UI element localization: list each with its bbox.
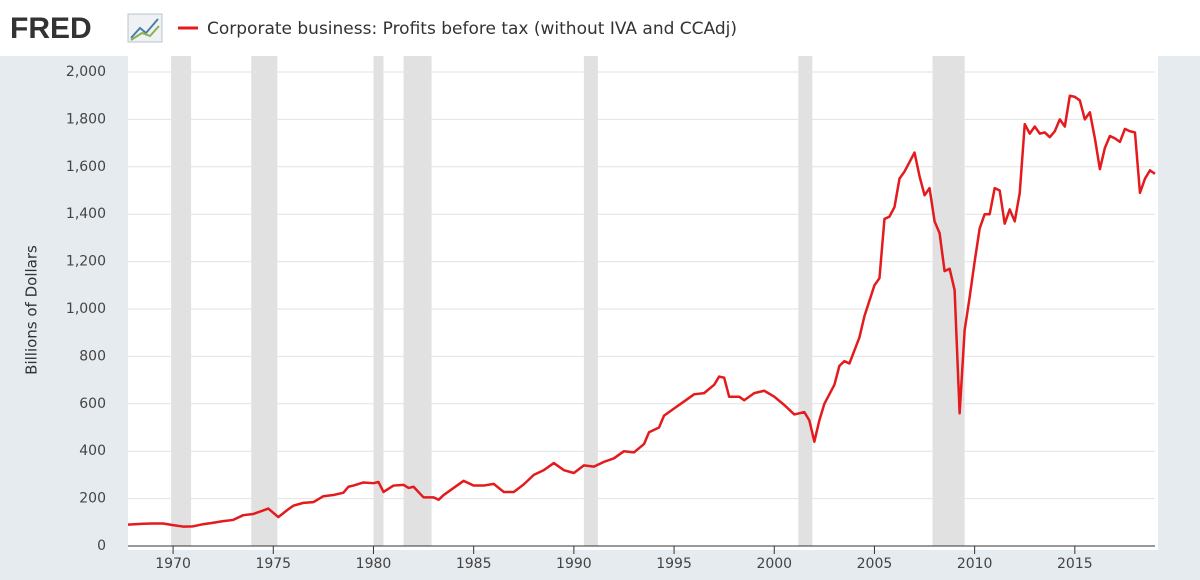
y-axis-label: Billions of Dollars bbox=[23, 245, 41, 375]
y-tick-label: 800 bbox=[79, 348, 106, 364]
header-bg bbox=[0, 0, 1200, 56]
x-tick-label: 1970 bbox=[155, 556, 191, 572]
x-tick-label: 2015 bbox=[1057, 556, 1093, 572]
logo: FRED bbox=[10, 12, 92, 45]
x-tick-label: 2005 bbox=[857, 556, 893, 572]
y-tick-label: 1,400 bbox=[66, 206, 106, 222]
recession-band bbox=[583, 56, 598, 546]
y-tick-label: 600 bbox=[79, 396, 106, 412]
recession-band bbox=[251, 56, 278, 546]
y-tick-label: 1,200 bbox=[66, 254, 106, 270]
recession-band bbox=[403, 56, 432, 546]
x-tick-label: 2000 bbox=[756, 556, 792, 572]
recession-band bbox=[932, 56, 965, 546]
x-tick-label: 1980 bbox=[356, 556, 392, 572]
recession-band bbox=[373, 56, 384, 546]
logo-icon bbox=[127, 13, 163, 43]
x-tick-label: 1985 bbox=[456, 556, 492, 572]
recession-band bbox=[798, 56, 813, 546]
y-tick-label: 1,000 bbox=[66, 301, 106, 317]
recession-band bbox=[171, 56, 192, 546]
x-tick-label: 1990 bbox=[556, 556, 592, 572]
y-tick-label: 200 bbox=[79, 491, 106, 507]
y-tick-label: 0 bbox=[97, 538, 106, 554]
y-tick-label: 1,600 bbox=[66, 159, 106, 175]
x-tick-label: 1995 bbox=[656, 556, 692, 572]
legend-label: Corporate business: Profits before tax (… bbox=[207, 19, 737, 39]
x-tick-label: 1975 bbox=[255, 556, 291, 572]
y-tick-label: 400 bbox=[79, 443, 106, 459]
data-line bbox=[127, 94, 1156, 528]
y-tick-label: 1,800 bbox=[66, 111, 106, 127]
y-tick-label: 2,000 bbox=[66, 64, 106, 80]
plot-area bbox=[128, 56, 1158, 550]
x-tick-label: 2010 bbox=[957, 556, 993, 572]
